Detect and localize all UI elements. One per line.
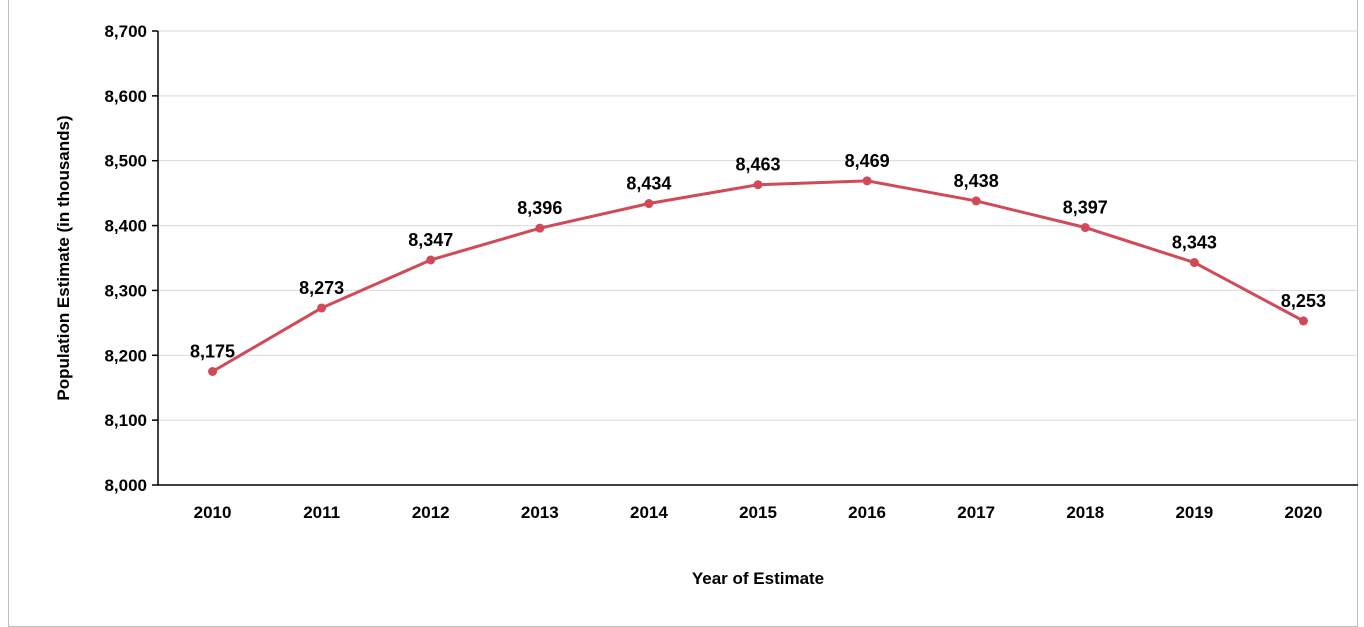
data-label: 8,463 — [735, 155, 780, 175]
x-tick-label: 2012 — [412, 503, 450, 522]
data-point — [535, 223, 545, 233]
data-point — [1298, 316, 1308, 326]
y-tick-label: 8,700 — [104, 22, 147, 41]
y-tick-label: 8,000 — [104, 476, 147, 495]
x-tick-label: 2017 — [957, 503, 995, 522]
x-axis-title: Year of Estimate — [692, 569, 824, 588]
data-labels: 8,175 8,273 8,347 8,396 8,434 8,463 8,469 8,438… — [190, 151, 1326, 362]
series — [208, 176, 1308, 376]
data-label: 8,434 — [626, 174, 671, 194]
data-label: 8,175 — [190, 342, 235, 362]
data-label: 8,273 — [299, 278, 344, 298]
x-tick-label: 2016 — [848, 503, 886, 522]
data-point — [753, 180, 763, 190]
data-point — [1189, 258, 1199, 268]
data-point — [644, 199, 654, 209]
y-tick-label: 8,500 — [104, 152, 147, 171]
data-point — [426, 255, 436, 265]
data-point — [317, 303, 327, 313]
gridlines — [158, 30, 1358, 421]
data-label: 8,397 — [1063, 198, 1108, 218]
data-label: 8,469 — [845, 151, 890, 171]
x-tick-label: 2015 — [739, 503, 777, 522]
data-point — [862, 176, 872, 186]
data-label: 8,438 — [954, 171, 999, 191]
series-line — [211, 179, 1305, 373]
data-point — [971, 196, 981, 206]
y-axis-title: Population Estimate (in thousands) — [54, 115, 73, 400]
data-label: 8,347 — [408, 230, 453, 250]
data-label: 8,253 — [1281, 291, 1326, 311]
x-tick-label: 2010 — [194, 503, 232, 522]
y-tick-label: 8,300 — [104, 281, 147, 300]
data-point — [1080, 223, 1090, 233]
y-tick-label: 8,400 — [104, 217, 147, 236]
y-tick-label: 8,100 — [104, 411, 147, 430]
y-tick-label: 8,200 — [104, 346, 147, 365]
y-tick-labels: 8,000 8,100 8,200 8,300 8,400 8,500 8,600 8,700 — [104, 22, 147, 495]
x-tick-label: 2020 — [1285, 503, 1323, 522]
data-label: 8,396 — [517, 198, 562, 218]
x-tick-labels: 2010 2011 2012 2013 2014 2015 2016 2017 2018 2019… — [194, 503, 1323, 522]
x-tick-label: 2019 — [1175, 503, 1213, 522]
data-point — [208, 367, 218, 376]
y-tick-label: 8,600 — [104, 87, 147, 106]
data-label: 8,343 — [1172, 233, 1217, 253]
x-tick-label: 2011 — [303, 503, 340, 522]
axes — [152, 30, 1358, 486]
x-tick-label: 2013 — [521, 503, 559, 522]
x-tick-label: 2014 — [630, 503, 668, 522]
x-tick-label: 2018 — [1066, 503, 1104, 522]
